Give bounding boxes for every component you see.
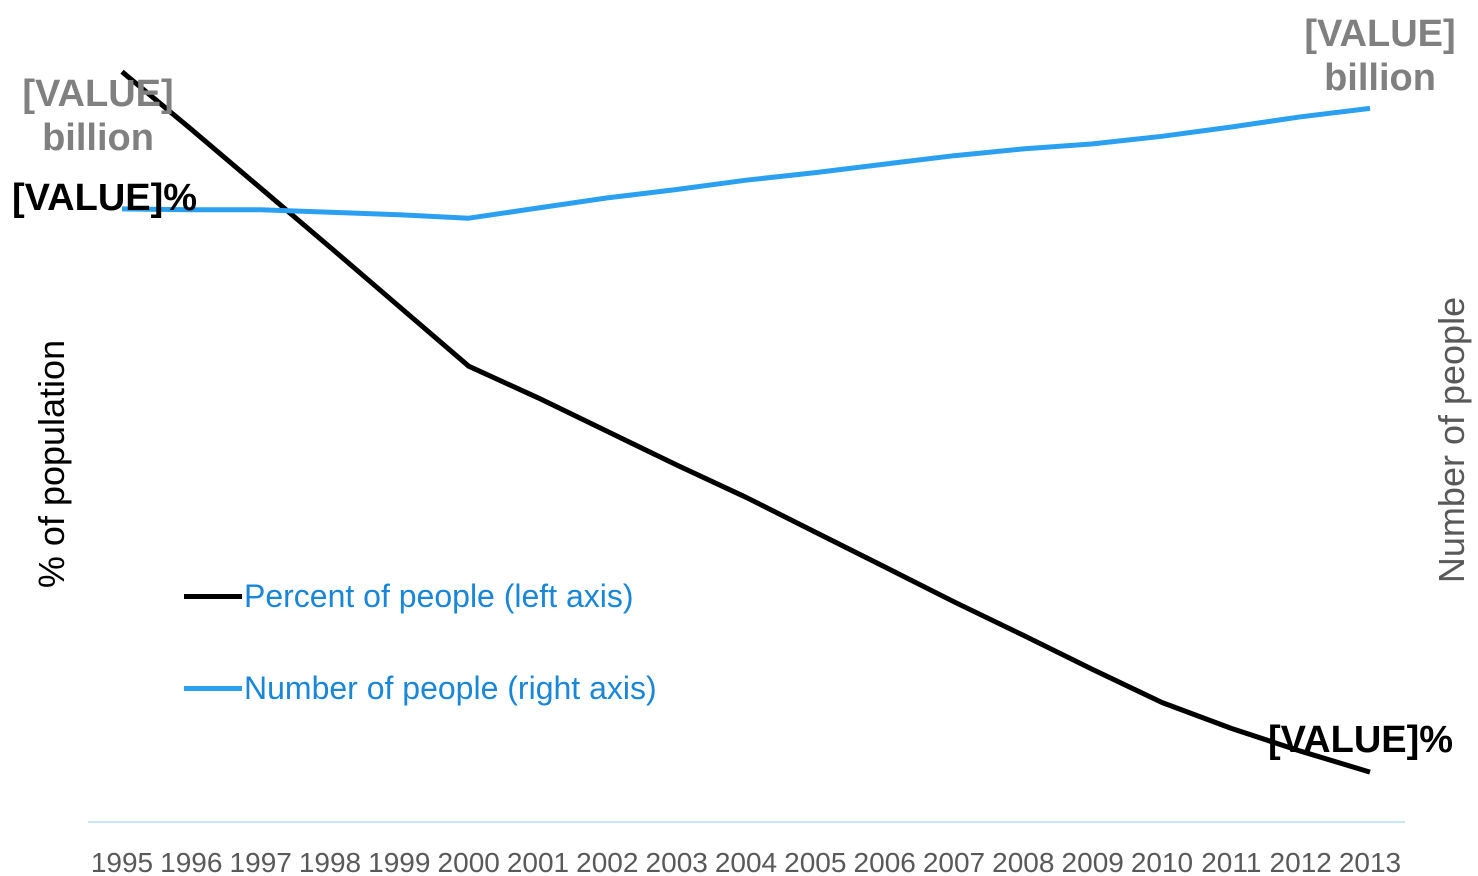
legend-item-number: Number of people (right axis) <box>184 662 657 714</box>
x-tick-label: 2012 <box>1270 847 1332 876</box>
left-axis-title: % of population <box>31 339 72 589</box>
x-tick-label: 2007 <box>923 847 985 876</box>
x-tick-label: 2005 <box>784 847 846 876</box>
number-end-value: [VALUE] <box>1304 13 1456 55</box>
x-tick-label: 2003 <box>646 847 708 876</box>
series-line-number <box>121 105 1371 221</box>
x-tick-label: 2001 <box>507 847 569 876</box>
x-tick-label: 2011 <box>1201 847 1261 876</box>
number-end-unit: billion <box>1324 57 1436 99</box>
number-start-data-label: [VALUE] billion <box>8 72 188 160</box>
percent-end-data-label: [VALUE]% <box>1268 719 1454 761</box>
percent-start-data-label: [VALUE]% <box>12 177 198 219</box>
series-layer <box>120 69 1371 775</box>
legend-swatch-number <box>184 685 242 691</box>
x-tick-label: 1996 <box>160 847 222 876</box>
legend-swatch-percent <box>184 593 242 599</box>
x-tick-label: 2008 <box>992 847 1054 876</box>
x-tick-label: 2006 <box>854 847 916 876</box>
legend-item-percent: Percent of people (left axis) <box>184 570 657 622</box>
x-tick-label: 2009 <box>1062 847 1124 876</box>
x-tick-label: 1998 <box>299 847 361 876</box>
x-tick-label: 2013 <box>1339 847 1401 876</box>
x-tick-labels: 1995 1996 1997 1998 1999 2000 2001 2002 2003 2004… <box>91 847 1401 876</box>
number-start-unit: billion <box>42 117 154 159</box>
x-tick-label: 1995 <box>91 847 153 876</box>
right-axis-title: Number of people <box>1431 296 1472 584</box>
x-tick-label: 1997 <box>230 847 292 876</box>
x-tick-label: 1999 <box>368 847 430 876</box>
legend-label-number: Number of people (right axis) <box>244 669 657 706</box>
legend-label-percent: Percent of people (left axis) <box>244 577 634 614</box>
x-tick-label: 2002 <box>576 847 638 876</box>
x-tick-label: 2010 <box>1131 847 1193 876</box>
number-end-data-label: [VALUE] billion <box>1290 12 1470 100</box>
number-start-value: [VALUE] <box>22 73 174 115</box>
x-tick-label: 2004 <box>715 847 777 876</box>
x-tick-label: 2000 <box>438 847 500 876</box>
series-line-percent <box>120 69 1371 775</box>
legend: Percent of people (left axis) Number of … <box>184 570 657 754</box>
